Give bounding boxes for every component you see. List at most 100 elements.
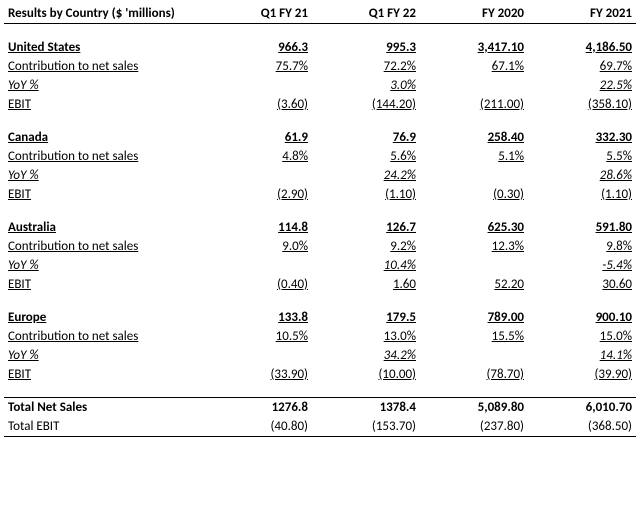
yoy-row: YoY %34.2%14.1% bbox=[4, 346, 636, 365]
cell: 5.1% bbox=[420, 147, 528, 166]
cell: 1.60 bbox=[312, 275, 420, 294]
spacer-cell bbox=[4, 384, 636, 398]
spacer-row bbox=[4, 24, 636, 38]
ebit-row: EBIT(33.90)(10.00)(78.70)(39.90) bbox=[4, 365, 636, 384]
table-body: United States966.3995.33,417.104,186.50C… bbox=[4, 24, 636, 437]
cell: (1.10) bbox=[528, 185, 636, 204]
yoy-row: YoY % 10.4% -5.4% bbox=[4, 256, 636, 275]
total-net-sales-row: Total Net Sales1276.81378.45,089.806,010… bbox=[4, 398, 636, 418]
cell: 591.80 bbox=[528, 218, 636, 237]
spacer-cell bbox=[4, 294, 636, 308]
cell bbox=[420, 256, 528, 275]
cell: 1378.4 bbox=[312, 398, 420, 418]
spacer-cell bbox=[4, 114, 636, 128]
contribution-row: Contribution to net sales10.5%13.0%15.5%… bbox=[4, 327, 636, 346]
cell: (39.90) bbox=[528, 365, 636, 384]
cell: (237.80) bbox=[420, 417, 528, 437]
cell: 4.8% bbox=[204, 147, 312, 166]
cell: 9.8% bbox=[528, 237, 636, 256]
cell: 12.3% bbox=[420, 237, 528, 256]
col-fy2021: FY 2021 bbox=[528, 4, 636, 24]
cell: -5.4% bbox=[528, 256, 636, 275]
cell: 10.5% bbox=[204, 327, 312, 346]
cell: 5.5% bbox=[528, 147, 636, 166]
row-label: YoY % bbox=[4, 76, 204, 95]
cell: 3.0% bbox=[312, 76, 420, 95]
cell: (153.70) bbox=[312, 417, 420, 437]
region-name-row: Canada61.976.9258.40332.30 bbox=[4, 128, 636, 147]
cell: 4,186.50 bbox=[528, 38, 636, 57]
cell bbox=[420, 76, 528, 95]
cell: 995.3 bbox=[312, 38, 420, 57]
yoy-row: YoY % 24.2% 28.6% bbox=[4, 166, 636, 185]
row-label: Contribution to net sales bbox=[4, 237, 204, 256]
cell: 966.3 bbox=[204, 38, 312, 57]
cell: (78.70) bbox=[420, 365, 528, 384]
cell: 789.00 bbox=[420, 308, 528, 327]
cell: 72.2% bbox=[312, 57, 420, 76]
region-name-row: Australia114.8126.7625.30591.80 bbox=[4, 218, 636, 237]
row-label: EBIT bbox=[4, 95, 204, 114]
cell: (33.90) bbox=[204, 365, 312, 384]
cell: (368.50) bbox=[528, 417, 636, 437]
cell: (3.60) bbox=[204, 95, 312, 114]
row-label: YoY % bbox=[4, 166, 204, 185]
spacer-cell bbox=[4, 24, 636, 38]
col-q1fy22: Q1 FY 22 bbox=[312, 4, 420, 24]
cell: (0.40) bbox=[204, 275, 312, 294]
row-label: EBIT bbox=[4, 185, 204, 204]
cell: (2.90) bbox=[204, 185, 312, 204]
row-label: Contribution to net sales bbox=[4, 147, 204, 166]
contribution-row: Contribution to net sales75.7%72.2%67.1%… bbox=[4, 57, 636, 76]
cell: 52.20 bbox=[420, 275, 528, 294]
cell: 625.30 bbox=[420, 218, 528, 237]
cell: 133.8 bbox=[204, 308, 312, 327]
cell: (358.10) bbox=[528, 95, 636, 114]
row-label: United States bbox=[4, 38, 204, 57]
row-label: Total EBIT bbox=[4, 417, 204, 437]
cell: 28.6% bbox=[528, 166, 636, 185]
cell: 34.2% bbox=[312, 346, 420, 365]
row-label: YoY % bbox=[4, 256, 204, 275]
cell: (1.10) bbox=[312, 185, 420, 204]
cell: (144.20) bbox=[312, 95, 420, 114]
spacer-cell bbox=[4, 204, 636, 218]
col-fy2020: FY 2020 bbox=[420, 4, 528, 24]
ebit-row: EBIT(0.40)1.6052.2030.60 bbox=[4, 275, 636, 294]
cell: 10.4% bbox=[312, 256, 420, 275]
title-cell: Results by Country ($ 'millions) bbox=[4, 4, 204, 24]
cell: 75.7% bbox=[204, 57, 312, 76]
cell: 13.0% bbox=[312, 327, 420, 346]
cell: 126.7 bbox=[312, 218, 420, 237]
yoy-row: YoY % 3.0% 22.5% bbox=[4, 76, 636, 95]
cell: (211.00) bbox=[420, 95, 528, 114]
row-label: Australia bbox=[4, 218, 204, 237]
cell: (10.00) bbox=[312, 365, 420, 384]
results-by-country-table: Results by Country ($ 'millions) Q1 FY 2… bbox=[4, 4, 636, 437]
ebit-row: EBIT(2.90)(1.10)(0.30)(1.10) bbox=[4, 185, 636, 204]
cell: 67.1% bbox=[420, 57, 528, 76]
total-ebit-row: Total EBIT(40.80)(153.70)(237.80)(368.50… bbox=[4, 417, 636, 437]
cell: 332.30 bbox=[528, 128, 636, 147]
cell: 179.5 bbox=[312, 308, 420, 327]
contribution-row: Contribution to net sales4.8%5.6%5.1%5.5… bbox=[4, 147, 636, 166]
cell: 6,010.70 bbox=[528, 398, 636, 418]
row-label: Canada bbox=[4, 128, 204, 147]
row-label: EBIT bbox=[4, 365, 204, 384]
cell: (0.30) bbox=[420, 185, 528, 204]
spacer-row bbox=[4, 204, 636, 218]
cell bbox=[204, 346, 312, 365]
cell: 114.8 bbox=[204, 218, 312, 237]
cell: 22.5% bbox=[528, 76, 636, 95]
row-label: EBIT bbox=[4, 275, 204, 294]
row-label: Contribution to net sales bbox=[4, 57, 204, 76]
contribution-row: Contribution to net sales9.0%9.2%12.3%9.… bbox=[4, 237, 636, 256]
cell: 76.9 bbox=[312, 128, 420, 147]
cell: 3,417.10 bbox=[420, 38, 528, 57]
row-label: Total Net Sales bbox=[4, 398, 204, 418]
cell: 14.1% bbox=[528, 346, 636, 365]
cell bbox=[204, 76, 312, 95]
cell: 24.2% bbox=[312, 166, 420, 185]
cell: 30.60 bbox=[528, 275, 636, 294]
cell bbox=[420, 166, 528, 185]
